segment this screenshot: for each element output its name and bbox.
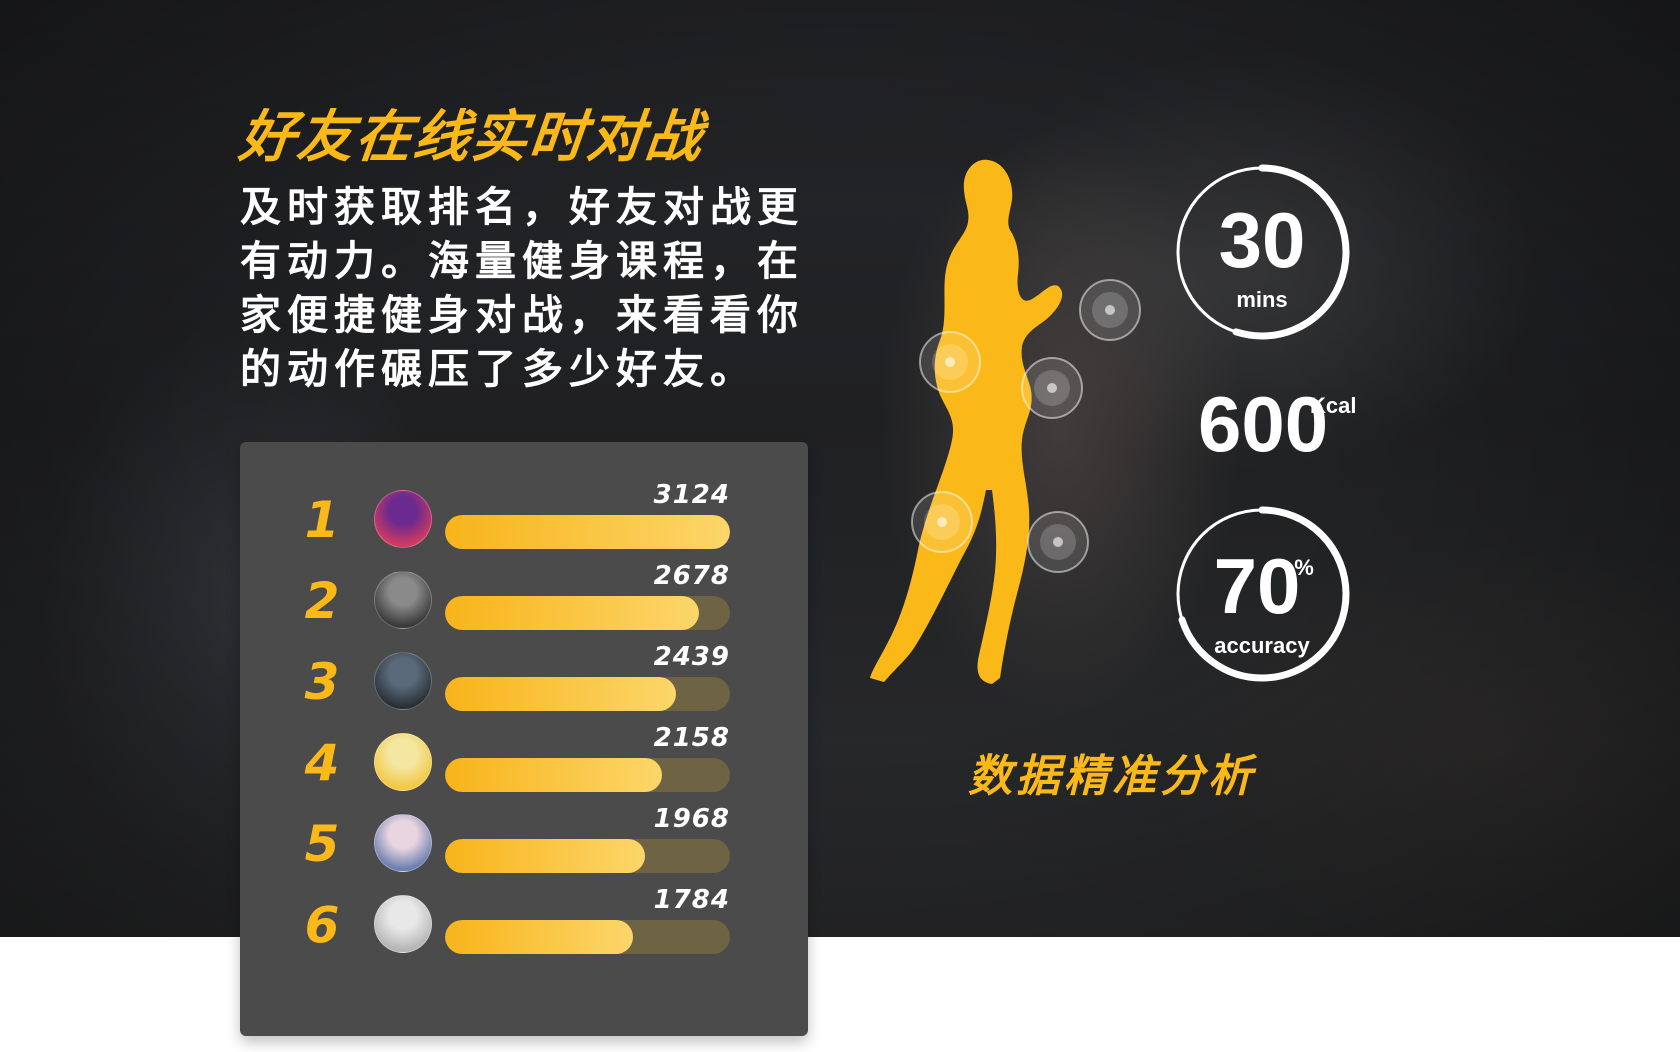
score-value: 1968 bbox=[653, 804, 730, 834]
joint-marker-icon bbox=[1079, 279, 1141, 341]
score-value: 2439 bbox=[653, 642, 730, 672]
avatar[interactable] bbox=[374, 733, 432, 791]
score-bar-fill bbox=[445, 515, 730, 549]
score-bar-fill bbox=[445, 758, 662, 792]
time-ring bbox=[1174, 164, 1350, 340]
leaderboard-row: 6 1784 bbox=[240, 885, 808, 966]
score-bar-track bbox=[445, 839, 730, 873]
avatar[interactable] bbox=[374, 490, 432, 548]
rank-number: 2 bbox=[304, 572, 340, 630]
joint-marker-icon bbox=[1021, 357, 1083, 419]
score-bar-track bbox=[445, 515, 730, 549]
calories-value: 600 bbox=[1198, 380, 1329, 468]
score-value: 1784 bbox=[653, 885, 730, 915]
score-bar-track bbox=[445, 596, 730, 630]
rank-number: 1 bbox=[304, 491, 340, 549]
joint-marker-icon bbox=[911, 491, 973, 553]
caption: 数据精准分析 bbox=[968, 751, 1256, 802]
joint-marker-icon bbox=[1027, 511, 1089, 573]
calories-unit: Kcal bbox=[1310, 393, 1357, 418]
score-value: 2678 bbox=[653, 561, 730, 591]
leaderboard-row: 4 2158 bbox=[240, 723, 808, 804]
rank-number: 6 bbox=[304, 896, 340, 954]
leaderboard-panel: 1 3124 2 2678 3 2439 4 2158 5 1968 6 1784 bbox=[240, 442, 808, 1036]
description: 及时获取排名，好友对战更有动力。海量健身课程，在家便捷健身对战，来看看你的动作碾… bbox=[240, 183, 804, 393]
avatar[interactable] bbox=[374, 652, 432, 710]
rank-number: 3 bbox=[304, 653, 340, 711]
score-bar-track bbox=[445, 677, 730, 711]
time-value: 30 bbox=[1218, 196, 1306, 284]
leaderboard-row: 3 2439 bbox=[240, 642, 808, 723]
score-bar-fill bbox=[445, 596, 699, 630]
accuracy-unit: % bbox=[1294, 555, 1314, 580]
time-unit: mins bbox=[1236, 287, 1288, 312]
avatar[interactable] bbox=[374, 895, 432, 953]
score-bar-track bbox=[445, 920, 730, 954]
accuracy-ring bbox=[1174, 506, 1350, 682]
rank-number: 4 bbox=[304, 734, 340, 792]
avatar[interactable] bbox=[374, 571, 432, 629]
score-bar-fill bbox=[445, 920, 634, 954]
leaderboard-row: 5 1968 bbox=[240, 804, 808, 885]
leaderboard-row: 1 3124 bbox=[240, 480, 808, 561]
score-value: 3124 bbox=[653, 480, 730, 510]
accuracy-label: accuracy bbox=[1214, 633, 1310, 658]
rank-number: 5 bbox=[304, 815, 340, 873]
avatar[interactable] bbox=[374, 814, 432, 872]
score-bar-track bbox=[445, 758, 730, 792]
accuracy-value: 70 bbox=[1213, 542, 1301, 630]
score-bar-fill bbox=[445, 677, 676, 711]
score-bar-fill bbox=[445, 839, 645, 873]
leaderboard-row: 2 2678 bbox=[240, 561, 808, 642]
headline: 好友在线实时对战 bbox=[236, 105, 707, 170]
body-silhouette-icon bbox=[870, 159, 1063, 685]
score-value: 2158 bbox=[653, 723, 730, 753]
joint-marker-icon bbox=[919, 331, 981, 393]
